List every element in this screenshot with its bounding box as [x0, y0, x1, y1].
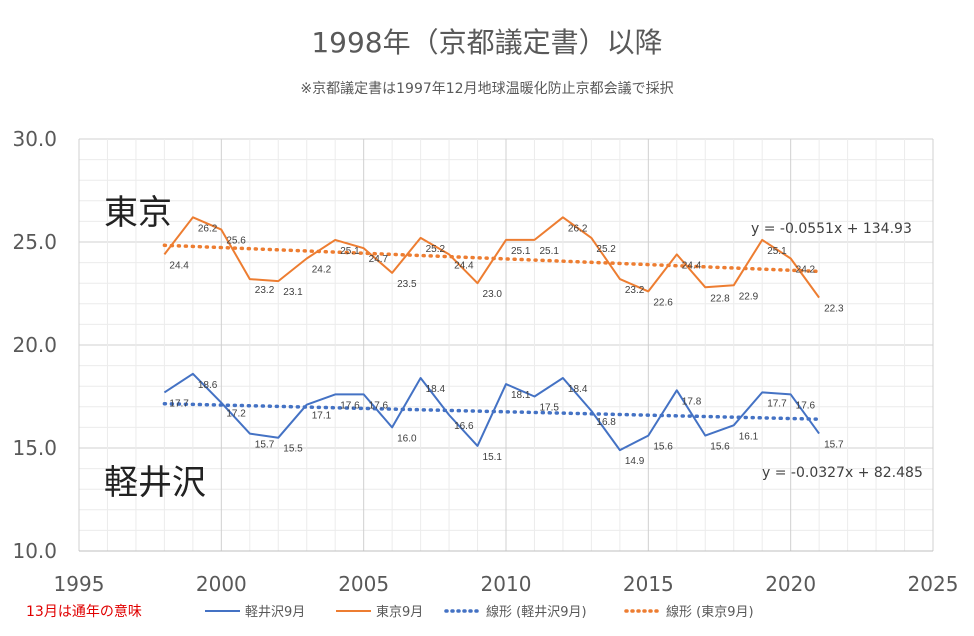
data-label: 26.2 [568, 223, 588, 234]
data-label: 16.0 [397, 433, 417, 444]
data-label: 16.1 [739, 431, 759, 442]
data-label: 23.5 [397, 279, 417, 290]
trendlines [162, 243, 821, 421]
data-label: 24.4 [454, 260, 474, 271]
data-label: 22.3 [824, 304, 844, 315]
chart-title: 1998年（京都議定書）以降 [311, 26, 662, 59]
data-label: 16.8 [596, 417, 616, 428]
legend-label-trend-tokyo: 線形 (東京9月) [666, 604, 754, 620]
data-label: 23.1 [283, 287, 303, 298]
trendline-tokyo [162, 243, 821, 274]
x-tick-label: 2005 [338, 572, 389, 596]
x-tick-label: 2015 [623, 572, 674, 596]
series-lines [163, 216, 820, 452]
data-label: 22.9 [739, 291, 759, 302]
legend-label-karuizawa: 軽井沢9月 [245, 605, 305, 620]
karuizawa-annotation: 軽井沢 [104, 463, 206, 503]
axes: 10.0 15.0 20.0 25.0 30.0 1995 2000 2005 2010 2015… [12, 127, 958, 596]
data-label: 23.0 [483, 289, 503, 300]
trend-equation-karuizawa: y = -0.0327x + 82.485 [762, 465, 923, 481]
data-label: 15.5 [283, 444, 303, 455]
series-line-karuizawa [163, 372, 820, 452]
data-label: 24.4 [169, 260, 189, 271]
data-label: 15.6 [653, 442, 673, 453]
data-label: 25.2 [426, 244, 446, 255]
y-tick-label: 15.0 [12, 436, 57, 460]
data-label: 17.8 [682, 396, 702, 407]
data-label: 25.6 [226, 236, 246, 247]
data-label: 22.8 [710, 293, 730, 304]
data-label: 15.1 [483, 452, 503, 463]
data-label: 25.1 [767, 246, 787, 257]
data-label: 16.6 [454, 421, 474, 432]
data-label: 15.7 [824, 440, 844, 451]
data-label: 17.7 [767, 398, 787, 409]
data-label: 25.2 [596, 244, 616, 255]
y-tick-label: 30.0 [12, 127, 57, 151]
data-label: 25.1 [539, 246, 559, 257]
data-label: 22.6 [653, 297, 673, 308]
data-label: 24.2 [312, 264, 332, 275]
data-label: 17.1 [312, 411, 332, 422]
data-label: 17.7 [169, 398, 189, 409]
data-label: 18.4 [426, 384, 446, 395]
data-label: 18.4 [568, 384, 588, 395]
data-label: 18.1 [511, 390, 531, 401]
x-tick-label: 2010 [481, 572, 532, 596]
x-tick-label: 2020 [765, 572, 816, 596]
x-tick-label: 1995 [54, 572, 105, 596]
chart-subtitle: ※京都議定書は1997年12月地球温暖化防止京都会議で採択 [300, 80, 673, 97]
x-tick-label: 2025 [908, 572, 959, 596]
data-label: 25.1 [340, 246, 360, 257]
tokyo-annotation: 東京 [104, 193, 172, 233]
data-label: 17.6 [369, 400, 389, 411]
data-label: 17.2 [226, 409, 246, 420]
y-tick-label: 10.0 [12, 539, 57, 563]
trend-equation-tokyo: y = -0.0551x + 134.93 [751, 221, 912, 237]
data-label: 17.5 [539, 403, 559, 414]
data-label: 24.7 [369, 254, 389, 265]
data-label: 23.2 [255, 285, 275, 296]
legend-label-tokyo: 東京9月 [376, 604, 423, 620]
data-label: 14.9 [625, 456, 645, 467]
data-label: 17.6 [340, 400, 360, 411]
data-label: 15.7 [255, 440, 275, 451]
note-annotation: 13月は通年の意味 [26, 603, 142, 620]
data-label: 15.6 [710, 442, 730, 453]
data-labels: 17.7 18.6 17.2 15.7 15.5 17.1 17.6 17.6 16.0 18.4… [169, 223, 844, 467]
data-label: 26.2 [198, 223, 218, 234]
series-line-tokyo [163, 216, 820, 299]
legend-label-trend-karuizawa: 線形 (軽井沢9月) [486, 604, 587, 620]
legend: 軽井沢9月 東京9月 線形 (軽井沢9月) 線形 (東京9月) [205, 604, 754, 620]
x-tick-label: 2000 [196, 572, 247, 596]
data-label: 25.1 [511, 246, 531, 257]
data-label: 18.6 [198, 380, 218, 391]
data-label: 17.6 [796, 400, 816, 411]
y-tick-label: 20.0 [12, 333, 57, 357]
trendline-karuizawa [162, 401, 821, 421]
grid [78, 138, 934, 552]
data-label: 24.4 [682, 260, 702, 271]
data-label: 24.2 [796, 264, 816, 275]
data-label: 23.2 [625, 285, 645, 296]
y-tick-label: 25.0 [12, 230, 57, 254]
